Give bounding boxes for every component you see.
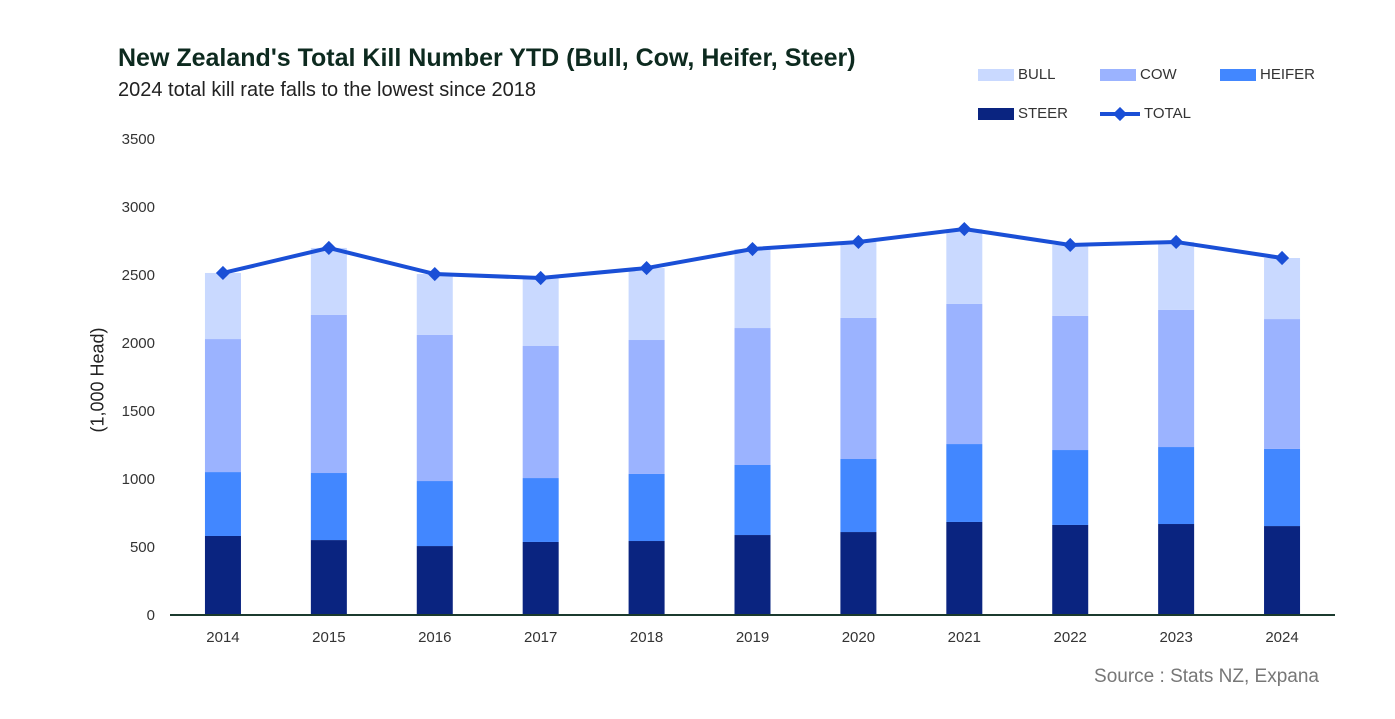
bar-heifer [1158, 447, 1195, 525]
legend-swatch [978, 107, 1014, 120]
legend-swatch [1220, 68, 1256, 81]
y-tick-label: 3000 [122, 199, 155, 216]
bar-heifer [840, 459, 877, 533]
x-tick-label: 2015 [312, 629, 345, 646]
bar-bull [840, 241, 877, 318]
bar-heifer [522, 478, 559, 542]
bar-heifer [310, 473, 347, 541]
legend-label: COW [1140, 66, 1177, 83]
x-tick-label: 2024 [1265, 629, 1298, 646]
y-tick-label: 3500 [122, 131, 155, 148]
bar-steer [946, 521, 983, 615]
bar-bull [310, 247, 347, 315]
total-point [533, 270, 548, 286]
bar-heifer [946, 444, 983, 522]
bar-cow [416, 334, 453, 482]
bar-heifer [1264, 448, 1301, 527]
chart-title: New Zealand's Total Kill Number YTD (Bul… [118, 44, 856, 72]
x-tick-label: 2017 [524, 629, 557, 646]
bar-heifer [628, 473, 665, 542]
x-tick-label: 2020 [842, 629, 875, 646]
x-tick-label: 2022 [1054, 629, 1087, 646]
legend-swatch [1100, 68, 1136, 81]
bar-cow [734, 328, 771, 465]
legend-line-icon [1100, 106, 1140, 121]
bar-bull [734, 249, 771, 329]
legend-label: STEER [1018, 105, 1069, 122]
total-point [1169, 234, 1184, 250]
x-tick-label: 2014 [206, 629, 239, 646]
bar-steer [840, 532, 877, 615]
legend-cow: COW [1100, 66, 1177, 83]
bar-steer [628, 541, 665, 615]
bar-cow [204, 339, 241, 473]
bar-bull [946, 229, 983, 304]
legend-steer: STEER [978, 105, 1068, 122]
bar-cow [840, 317, 877, 460]
x-tick-label: 2016 [418, 629, 451, 646]
bar-steer [1158, 524, 1195, 615]
x-tick-label: 2018 [630, 629, 663, 646]
total-point [639, 260, 654, 276]
total-point [427, 266, 442, 282]
total-point [321, 240, 336, 256]
bar-steer [1052, 524, 1089, 615]
total-point [851, 234, 866, 250]
bar-bull [1264, 258, 1301, 320]
total-point [1274, 250, 1290, 266]
y-tick-label: 1000 [122, 471, 155, 488]
bar-heifer [204, 472, 241, 536]
bar-heifer [734, 464, 771, 536]
chart-subtitle: 2024 total kill rate falls to the lowest… [118, 79, 537, 101]
source-note: Source : Stats NZ, Expana [1094, 666, 1319, 687]
x-tick-label: 2023 [1159, 629, 1192, 646]
bar-heifer [416, 481, 453, 547]
y-tick-label: 0 [147, 607, 155, 624]
total-point [215, 265, 231, 281]
bar-steer [310, 540, 347, 615]
bar-cow [1264, 319, 1301, 449]
bar-steer [734, 535, 771, 615]
bar-cow [310, 314, 347, 474]
total-point [1063, 237, 1078, 253]
legend-label: TOTAL [1144, 105, 1191, 122]
bar-cow [1052, 315, 1089, 451]
y-tick-label: 500 [130, 539, 155, 556]
bar-bull [522, 277, 559, 346]
y-tick-label: 2000 [122, 335, 155, 352]
legend-heifer: HEIFER [1220, 66, 1315, 83]
bar-bull [628, 268, 665, 341]
bar-steer [204, 535, 241, 615]
bar-bull [416, 274, 453, 335]
bar-steer [1264, 526, 1301, 615]
legend-label: HEIFER [1260, 66, 1316, 83]
legend-bull: BULL [978, 66, 1056, 83]
total-point [745, 241, 760, 257]
bar-cow [628, 340, 665, 474]
x-tick-label: 2021 [948, 629, 981, 646]
bar-bull [204, 272, 241, 340]
legend-label: BULL [1018, 66, 1056, 83]
y-tick-label: 2500 [122, 267, 155, 284]
bar-cow [522, 345, 559, 479]
bar-steer [522, 541, 559, 615]
bar-bull [1052, 244, 1089, 316]
legend-swatch [978, 68, 1014, 81]
total-point [957, 221, 972, 237]
bar-heifer [1052, 450, 1089, 525]
y-tick-label: 1500 [122, 403, 155, 420]
bar-cow [1158, 309, 1195, 448]
bar-steer [416, 546, 453, 615]
bar-bull [1158, 241, 1195, 310]
bar-cow [946, 303, 983, 445]
x-tick-label: 2019 [736, 629, 769, 646]
legend-total: TOTAL [1100, 105, 1191, 122]
